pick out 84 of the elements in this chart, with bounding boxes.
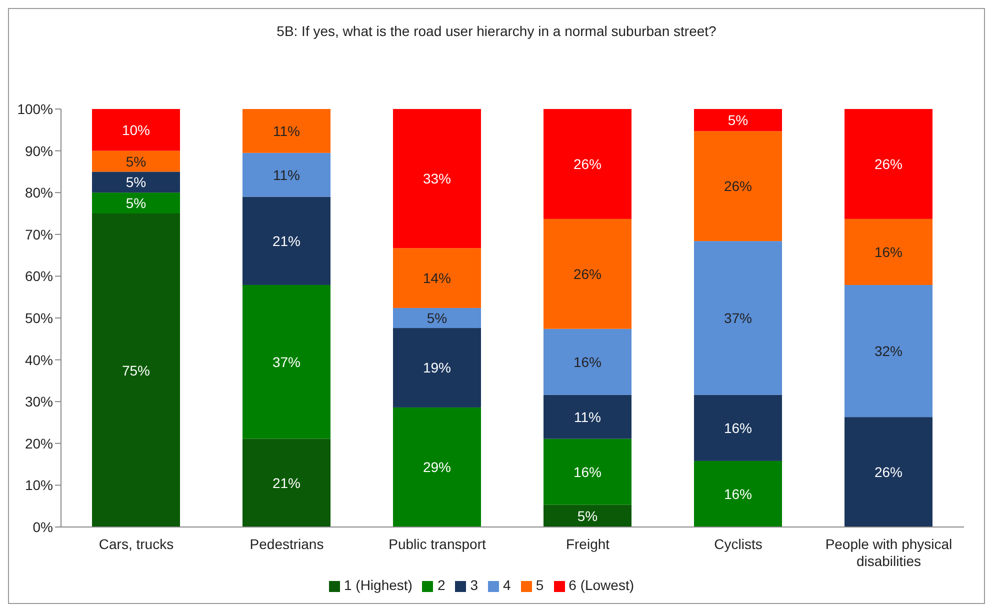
y-tick-label: 30% — [24, 394, 53, 410]
data-label: 5% — [126, 153, 146, 170]
data-label: 26% — [573, 266, 602, 282]
data-label: 37% — [724, 310, 752, 326]
data-label: 19% — [422, 360, 452, 376]
bar — [393, 407, 481, 527]
bar — [544, 109, 632, 219]
x-tick-label: People with physical disabilities — [825, 536, 952, 569]
data-label: 5% — [126, 174, 146, 190]
bar — [844, 218, 932, 285]
data-label: 11% — [273, 122, 300, 139]
data-label: 5% — [728, 112, 748, 128]
y-tick-label: 60% — [24, 268, 53, 284]
x-tick-label: Cars, trucks — [98, 536, 174, 552]
data-label: 21% — [272, 474, 301, 491]
data-label: 10% — [122, 122, 150, 138]
y-tick-label: 20% — [24, 435, 53, 452]
data-label: 26% — [874, 156, 903, 172]
legend-label: 5 — [536, 577, 544, 593]
bar — [544, 438, 632, 505]
bar — [694, 241, 782, 395]
legend-label: 3 — [470, 577, 478, 593]
bar — [544, 328, 632, 395]
legend-label: 1 (Highest) — [344, 577, 412, 593]
bar — [393, 328, 481, 408]
bar — [92, 192, 180, 214]
y-tick-label: 40% — [24, 352, 53, 368]
bar — [544, 504, 632, 527]
data-label: 75% — [122, 362, 150, 378]
bar — [242, 109, 330, 153]
bar — [92, 109, 180, 151]
bar — [393, 248, 481, 308]
bar — [544, 394, 632, 439]
data-label: 16% — [724, 420, 752, 436]
chart-title: 5B: If yes, what is the road user hierarchy in a normal suburban street? — [276, 23, 718, 39]
bar — [92, 172, 180, 193]
bar — [242, 284, 330, 439]
y-tick-label: 10% — [24, 477, 53, 494]
data-label: 37% — [272, 354, 301, 370]
data-label: 16% — [874, 244, 903, 260]
y-tick-label: 90% — [24, 142, 53, 159]
bar — [92, 214, 180, 527]
bar — [242, 438, 330, 527]
data-label: 14% — [422, 270, 452, 286]
data-label: 5% — [126, 195, 146, 212]
data-label: 16% — [573, 464, 602, 480]
data-label: 29% — [422, 459, 452, 476]
bar — [844, 284, 932, 418]
bar — [393, 308, 481, 328]
data-label: 26% — [724, 178, 752, 194]
bar — [844, 417, 932, 527]
bar — [694, 109, 782, 132]
data-label: 16% — [724, 486, 752, 502]
bar — [242, 152, 330, 197]
bar — [844, 109, 932, 219]
data-label: 5% — [426, 310, 448, 326]
legend-label: 4 — [503, 577, 511, 593]
data-label: 11% — [273, 166, 300, 183]
y-tick-label: 70% — [24, 226, 53, 242]
y-tick-label: 100% — [17, 100, 53, 117]
data-label: 33% — [422, 170, 452, 187]
legend-label: 6 (Lowest) — [568, 577, 634, 593]
bar — [92, 150, 180, 172]
bar — [694, 131, 782, 242]
data-label: 32% — [874, 343, 903, 360]
bar — [242, 196, 330, 285]
bar — [544, 218, 632, 329]
data-label: 16% — [573, 354, 602, 370]
data-label: 21% — [272, 232, 301, 249]
bar — [694, 460, 782, 527]
y-tick-label: 80% — [24, 184, 53, 201]
legend-label: 2 — [437, 577, 446, 593]
y-tick-label: 0% — [32, 518, 53, 535]
data-label: 26% — [573, 156, 602, 172]
x-tick-label: Freight — [566, 536, 610, 552]
bar — [393, 109, 481, 248]
x-tick-label: Public transport — [388, 536, 486, 552]
data-label: 26% — [874, 464, 903, 480]
data-label: 11% — [574, 408, 601, 425]
bar — [694, 394, 782, 461]
x-tick-label: Cyclists — [714, 536, 762, 552]
x-tick-label: Pedestrians — [250, 536, 324, 552]
y-tick-label: 50% — [24, 310, 53, 326]
data-label: 5% — [577, 508, 598, 524]
